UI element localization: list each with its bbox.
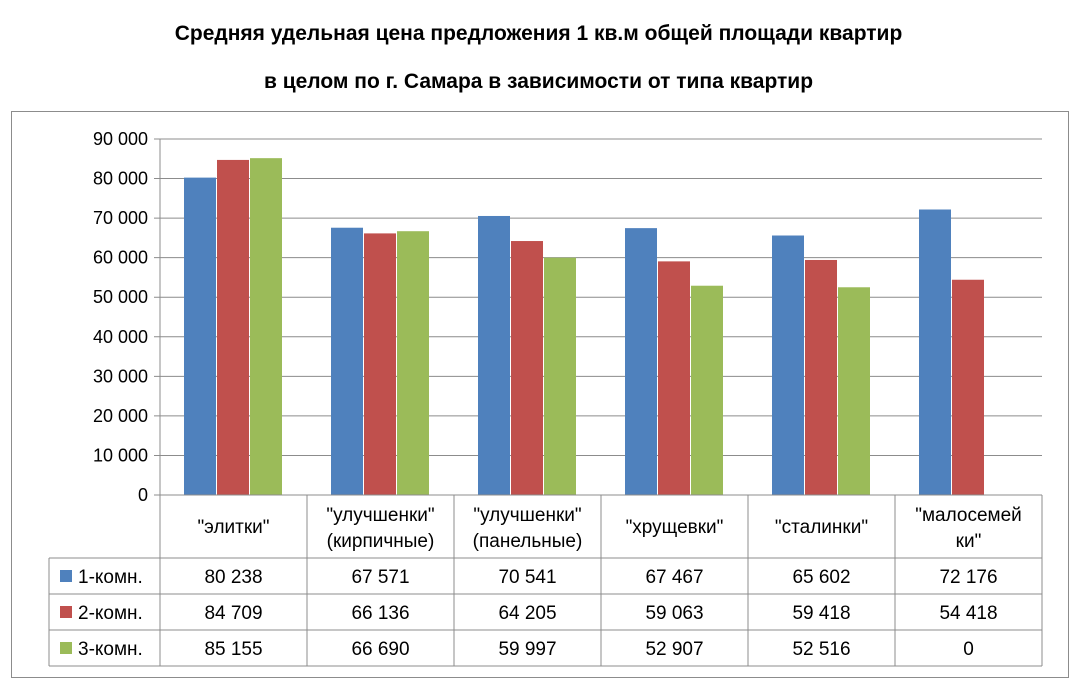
y-tick-label: 80 000 [93, 169, 148, 189]
category-label: "улучшенки" [326, 505, 434, 526]
table-value: 66 690 [351, 639, 409, 660]
table-value: 52 907 [645, 639, 703, 660]
bar [544, 257, 576, 495]
series-name: 3-комн. [78, 639, 143, 660]
bar [658, 261, 690, 495]
table-value: 64 205 [498, 603, 556, 624]
table-value: 85 155 [204, 639, 262, 660]
category-label: "хрущевки" [626, 517, 724, 538]
chart-title-line-2: в целом по г. Самара в зависимости от ти… [263, 70, 814, 93]
series-name: 2-комн. [78, 603, 143, 624]
chart-frame: 0 10 000 20 000 30 000 40 000 50 000 60 000 70 … [11, 111, 1069, 678]
table-value: 59 063 [645, 603, 703, 624]
table-value: 72 176 [939, 567, 997, 588]
y-tick-label: 50 000 [93, 287, 148, 307]
category-label: "элитки" [197, 517, 269, 538]
table-value: 66 136 [351, 603, 409, 624]
table-value: 70 541 [498, 567, 556, 588]
bar [478, 215, 510, 495]
table-value: 67 571 [351, 567, 409, 588]
table-value: 84 709 [204, 603, 262, 624]
category-label: ки" [956, 531, 982, 552]
bar [397, 231, 429, 495]
bar [511, 241, 543, 495]
legend-key [60, 642, 72, 654]
category-label: "улучшенки" [473, 505, 581, 526]
bar [772, 235, 804, 496]
table-value: 59 418 [792, 603, 850, 624]
bar [250, 158, 282, 495]
table-value: 0 [963, 639, 974, 660]
bar [331, 227, 363, 495]
bar [217, 159, 249, 496]
y-tick-label: 70 000 [93, 208, 148, 228]
y-tick-label: 60 000 [93, 248, 148, 268]
bar [919, 209, 951, 495]
table-value: 52 516 [792, 639, 850, 660]
bar [838, 287, 870, 495]
category-label: (панельные) [473, 531, 583, 552]
y-tick-label: 90 000 [93, 129, 148, 149]
bar [184, 177, 216, 495]
table-value: 80 238 [204, 567, 262, 588]
category-label: (кирпичные) [327, 531, 435, 552]
table-value: 67 467 [645, 567, 703, 588]
chart-title-line-1: Средняя удельная цена предложения 1 кв.м… [174, 22, 903, 45]
table-value: 54 418 [939, 603, 997, 624]
series-name: 1-комн. [78, 567, 143, 588]
bar [625, 228, 657, 495]
y-tick-label: 0 [138, 485, 148, 505]
table-value: 59 997 [498, 639, 556, 660]
bar [364, 233, 396, 495]
legend-key [60, 570, 72, 582]
bar [691, 285, 723, 495]
bar-chart: 0 10 000 20 000 30 000 40 000 50 000 60 000 70 … [48, 129, 1043, 667]
table-value: 65 602 [792, 567, 850, 588]
legend-key [60, 606, 72, 618]
y-tick-label: 20 000 [93, 406, 148, 426]
y-tick-label: 10 000 [93, 445, 148, 465]
bar [952, 279, 984, 495]
y-tick-label: 30 000 [93, 366, 148, 386]
bar [805, 259, 837, 495]
category-label: "сталинки" [775, 517, 868, 538]
category-label: "малосемей [915, 505, 1022, 526]
y-tick-label: 40 000 [93, 327, 148, 347]
